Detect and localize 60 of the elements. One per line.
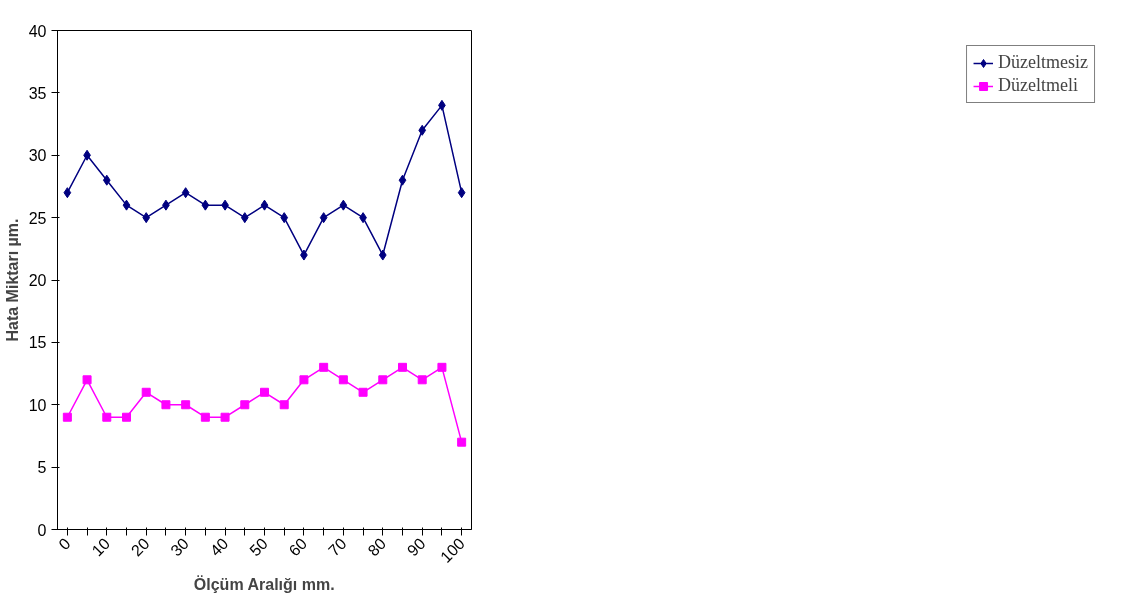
point [82,375,92,385]
point [181,400,191,410]
point [378,375,388,385]
point [260,387,269,397]
x-tick-label: 100 [437,534,469,566]
point [457,187,466,199]
point [299,375,309,385]
point [201,199,210,211]
point [338,375,348,385]
point [141,387,151,397]
x-tick-label: 70 [325,534,350,560]
point [102,412,112,422]
point [339,199,348,211]
point [122,412,131,422]
x-tick-label: 0 [55,534,74,554]
x-tick-label: 10 [88,534,114,560]
x-tick-label: 80 [364,534,390,560]
y-axis-title: Hata Miktarı µm. [3,218,21,342]
point [279,400,289,410]
point [398,362,407,372]
y-tick-label: 30 [28,147,47,165]
x-tick-label: 60 [285,534,311,560]
y-tick-label: 0 [37,521,47,539]
point [122,199,131,211]
point [142,212,151,224]
x-tick-label: 50 [246,534,271,560]
point [319,362,329,372]
x-tick-label: 20 [127,534,153,560]
x-axis-title: Ölçüm Aralığı mm. [193,574,335,593]
point [457,437,467,447]
y-tick-label: 35 [28,84,47,102]
x-tick-label: 40 [206,534,232,560]
point [437,362,447,372]
point [62,412,72,422]
y-tick-label: 25 [28,209,47,227]
legend-label: Düzeltmeli [998,75,1079,96]
point [220,412,230,422]
y-tick-label: 15 [28,334,47,352]
point [398,174,407,186]
point [200,412,210,422]
y-tick-label: 40 [28,22,47,40]
point [319,212,328,224]
point [260,199,269,211]
point [102,174,111,186]
point [63,187,72,199]
legend-label: Düzeltmesiz [998,52,1088,73]
point [280,212,289,224]
point [418,124,427,136]
y-tick-label: 20 [28,272,47,289]
point [161,400,171,410]
point [181,187,190,199]
point [240,212,249,224]
point [240,400,250,410]
x-tick-label: 90 [403,534,429,560]
y-tick-label: 5 [37,459,47,477]
point [358,387,368,397]
x-tick-label: 30 [167,534,193,560]
y-tick-label: 10 [28,396,47,414]
point [417,375,427,385]
point [378,249,387,261]
